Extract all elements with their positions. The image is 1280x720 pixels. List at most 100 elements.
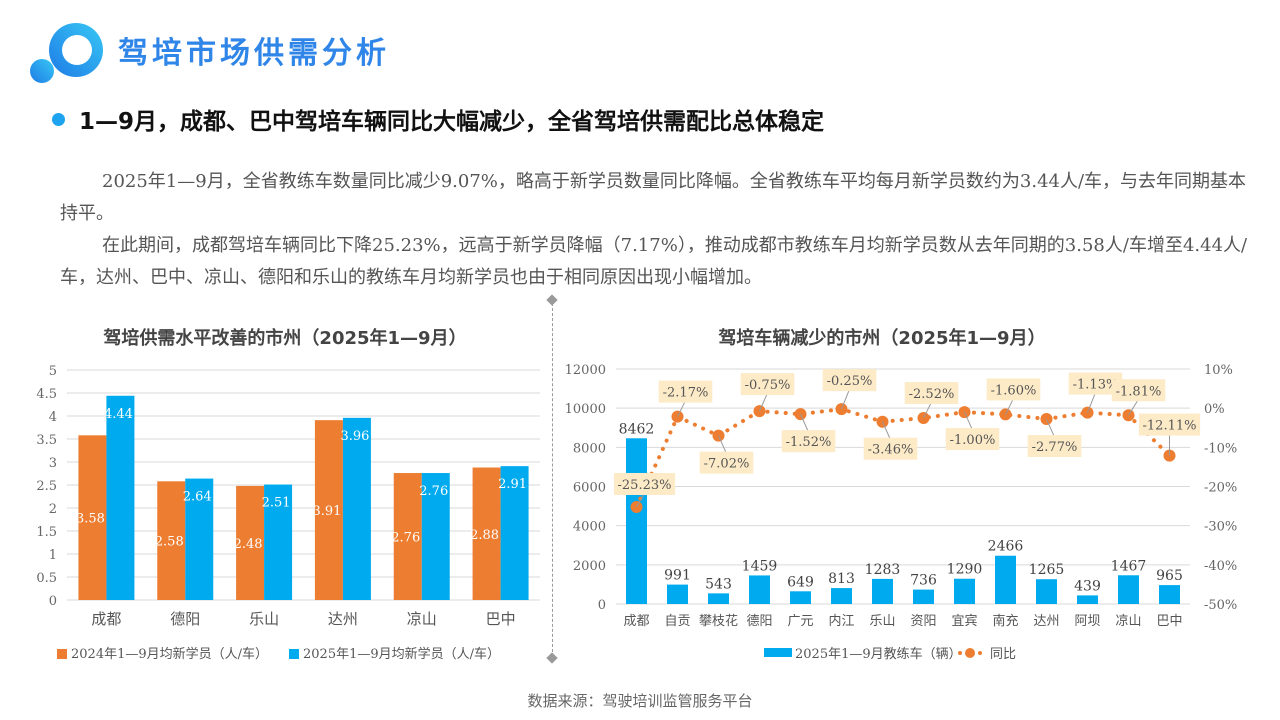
x-tick-label: 成都: [91, 610, 121, 628]
y-left-tick-label: 2000: [573, 559, 606, 574]
data-label: 2.91: [498, 477, 527, 492]
bar-2024: [236, 485, 265, 600]
chart-title: 驾培车辆减少的市州（2025年1—9月）: [718, 327, 1045, 349]
yoy-label: -25.23%: [618, 478, 672, 493]
bar-value-label: 991: [664, 568, 691, 584]
y-tick-label: 3: [49, 456, 57, 471]
x-tick-label: 达州: [328, 610, 358, 628]
leader-line: [841, 388, 850, 410]
yoy-label: -2.52%: [909, 387, 955, 402]
yoy-label-bg: [822, 369, 877, 392]
bullet-icon: [52, 112, 65, 126]
y-left-tick-label: 8000: [573, 441, 606, 456]
data-label: 3.96: [340, 429, 369, 444]
data-label: 2.48: [234, 537, 263, 552]
leader-line: [759, 392, 768, 412]
yoy-label-bg: [904, 382, 959, 405]
paragraph-1: 2025年1—9月，全省教练车数量同比减少9.07%，略高于新学员数量同比降幅。…: [60, 171, 1247, 224]
x-tick-label: 德阳: [746, 614, 772, 629]
bar-2025: [421, 473, 450, 600]
yoy-label: -0.75%: [745, 378, 791, 393]
yoy-marker: [876, 415, 889, 428]
leader-line: [636, 492, 645, 508]
bar-2025: [500, 466, 529, 600]
bar-2025: [106, 395, 135, 600]
y-tick-label: 2.5: [36, 479, 57, 494]
bar-vehicles: [831, 588, 852, 604]
supply-demand-chart: 驾培供需水平改善的市州（2025年1—9月） 0 0.5 1 1.5 2 2.5 3 3.5 4…: [36, 327, 540, 662]
bar-vehicles: [995, 555, 1016, 604]
data-label: 2.76: [419, 484, 448, 499]
bar-value-label: 736: [910, 573, 937, 589]
data-label: 4.44: [104, 407, 133, 422]
x-tick-label: 乐山: [249, 610, 279, 628]
bar-2025: [264, 484, 293, 600]
legend-swatch-2025: [289, 649, 299, 659]
y-right-tick-label: -50%: [1204, 598, 1237, 613]
y-tick-label: 3.5: [36, 433, 57, 448]
y-tick-label: 2: [49, 502, 57, 517]
bar-value-label: 1459: [742, 558, 778, 574]
x-tick-label: 攀枝花: [699, 613, 738, 629]
bar-vehicles: [913, 589, 934, 604]
legend-swatch-2024: [57, 649, 67, 659]
bar-value-label: 813: [828, 571, 855, 587]
legend-line-dot-right: [978, 651, 982, 655]
yoy-marker: [835, 403, 848, 416]
yoy-label: -12.11%: [1143, 419, 1197, 434]
chart-legend: 2025年1—9月教练车（辆） 同比: [764, 646, 1016, 662]
legend-swatch-vehicles: [764, 648, 792, 657]
bar-value-label: 649: [787, 574, 814, 590]
yoy-label-bg: [986, 378, 1041, 401]
x-tick-label: 巴中: [486, 610, 516, 628]
bar-value-label: 1265: [1029, 562, 1065, 578]
bar-value-label: 8462: [619, 421, 655, 437]
y-tick-label: 4.5: [36, 387, 57, 402]
leader-line: [1087, 392, 1096, 413]
yoy-label: -1.13%: [1073, 378, 1119, 393]
leader-line: [964, 411, 973, 431]
x-tick-label: 凉山: [407, 610, 437, 628]
yoy-label-bg: [781, 430, 836, 453]
data-label: 3.91: [312, 504, 341, 519]
data-label: 2.64: [183, 490, 212, 505]
leader-line: [923, 401, 932, 419]
bar-value-label: 543: [705, 576, 732, 592]
bar-2024: [78, 435, 107, 600]
yoy-label: -3.46%: [868, 443, 914, 458]
leader-line: [800, 413, 809, 433]
legend-label-2025: 2025年1—9月均新学员（人/车）: [303, 646, 500, 662]
bar-2024: [393, 473, 422, 600]
bar-value-label: 965: [1156, 568, 1183, 584]
yoy-label: -2.77%: [1032, 440, 1078, 455]
page-title: 驾培市场供需分析: [118, 36, 390, 71]
y-right-tick-label: -20%: [1204, 481, 1237, 496]
y-tick-label: 1: [49, 548, 57, 563]
yoy-label-bg: [1068, 372, 1123, 395]
x-tick-label: 资阳: [910, 614, 936, 629]
x-tick-label: 达州: [1033, 614, 1059, 629]
x-tick-label: 南充: [992, 613, 1018, 629]
y-tick-label: 0: [49, 594, 57, 609]
bar-value-label: 1283: [865, 562, 901, 578]
data-label: 2.58: [155, 535, 184, 550]
y-tick-label: 1.5: [36, 525, 57, 540]
bar-vehicles: [1036, 579, 1057, 604]
leader-line: [1046, 418, 1055, 438]
yoy-line: [634, 407, 1172, 509]
chart-legend: 2024年1—9月均新学员（人/车） 2025年1—9月均新学员（人/车）: [57, 646, 500, 662]
legend-label-yoy: 同比: [990, 647, 1016, 662]
data-source-note: 数据来源：驾驶培训监管服务平台: [527, 692, 753, 710]
data-label: 2.88: [470, 528, 499, 543]
data-label: 2.51: [262, 496, 291, 511]
x-tick-label: 内江: [828, 613, 854, 629]
yoy-marker: [999, 408, 1012, 421]
section-heading-text: 1—9月，成都、巴中驾培车辆同比大幅减少，全省驾培供需配比总体稳定: [79, 109, 825, 135]
x-tick-label: 宜宾: [951, 613, 977, 629]
leader-line: [718, 435, 727, 454]
leader-line: [1005, 398, 1014, 415]
y-tick-label: 0.5: [36, 571, 57, 586]
legend-label-vehicles: 2025年1—9月教练车（辆）: [795, 646, 962, 662]
bar-vehicles: [1118, 575, 1139, 604]
x-tick-label: 凉山: [1115, 614, 1141, 629]
